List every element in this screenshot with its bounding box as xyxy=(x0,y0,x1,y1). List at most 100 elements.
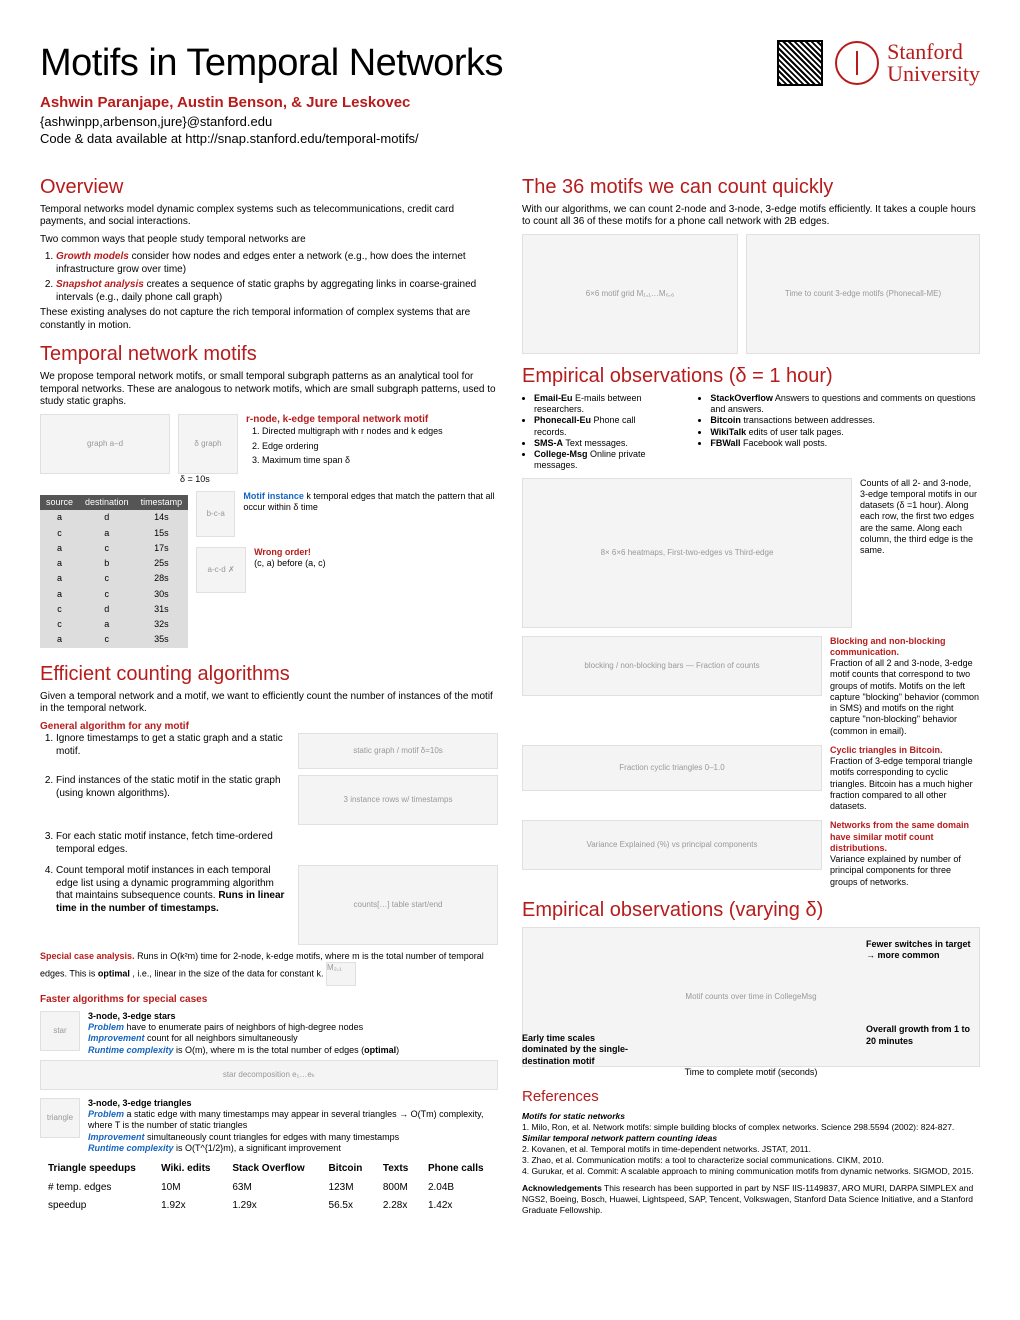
left-col: Overview Temporal networks model dynamic… xyxy=(40,165,498,1221)
special-h: Special case analysis. xyxy=(40,951,135,961)
tri-rt: is O(T^{1/2}m), a significant improvemen… xyxy=(174,1143,341,1153)
td: a xyxy=(40,556,79,571)
refs-h: References xyxy=(522,1088,980,1107)
instance-graph-good: b-c-a xyxy=(196,491,235,537)
cyc-p: Fraction of 3-edge temporal triangle mot… xyxy=(830,756,980,812)
rt-l: Runtime complexity xyxy=(88,1045,174,1055)
wrong-p: (c, a) before (a, c) xyxy=(254,558,326,568)
ref-2: 2. Kovanen, et al. Temporal motifs in ti… xyxy=(522,1144,980,1155)
td: 1.29x xyxy=(224,1197,320,1216)
cyclic-bars-chart: Fraction cyclic triangles 0–1.0 xyxy=(522,745,822,791)
columns: Overview Temporal networks model dynamic… xyxy=(40,165,980,1221)
th: source xyxy=(40,495,79,510)
ann2: Overall growth from 1 to 20 minutes xyxy=(866,1024,976,1047)
list-item: Snapshot analysis creates a sequence of … xyxy=(56,279,498,304)
qr-code-icon xyxy=(777,40,823,86)
instance-row: source destination timestamp ad14sca15sa… xyxy=(40,491,498,652)
ref-4: 4. Gurukar, et al. Commit: A scalable ap… xyxy=(522,1166,980,1177)
td: d xyxy=(79,510,135,525)
prob-l2: Problem xyxy=(88,1109,124,1119)
overview-p3: These existing analyses do not capture t… xyxy=(40,307,498,332)
refs-motifs-h: Motifs for static networks xyxy=(522,1111,980,1122)
td: a xyxy=(40,571,79,586)
list-item: Directed multigraph with r nodes and k e… xyxy=(262,426,498,437)
header-right: Stanford University xyxy=(777,40,980,86)
triangle-motif-icon: triangle xyxy=(40,1098,80,1138)
star-motif-icon: star xyxy=(40,1011,80,1051)
td: c xyxy=(79,571,135,586)
wrong-h: Wrong order! xyxy=(254,547,311,557)
eca-p: Given a temporal network and a motif, we… xyxy=(40,691,498,716)
rt-l2: Runtime complexity xyxy=(88,1143,174,1153)
stars-h: 3-node, 3-edge stars xyxy=(88,1011,498,1022)
td: speedup xyxy=(40,1197,153,1216)
list-item: Bitcoin transactions between addresses. xyxy=(710,415,980,426)
datasets-list: Email-Eu E-mails between researchers.Pho… xyxy=(522,393,980,472)
ref-1: 1. Milo, Ron, et al. Network motifs: sim… xyxy=(522,1122,980,1133)
speedup-table: Triangle speedups Wiki. edits Stack Over… xyxy=(40,1160,498,1216)
title: Motifs in Temporal Networks xyxy=(40,40,777,88)
ref-3: 3. Zhao, et al. Communication motifs: a … xyxy=(522,1155,980,1166)
instance-graph-bad: a-c-d ✗ xyxy=(196,547,246,593)
stanford-logo: Stanford University xyxy=(835,41,980,85)
stars-opt: optimal xyxy=(364,1045,396,1055)
motif-def-row: graph a–d δ graph r-node, k-edge tempora… xyxy=(40,414,498,474)
th: Phone calls xyxy=(420,1160,498,1179)
m36-h: The 36 motifs we can count quickly xyxy=(522,175,980,200)
eca-h: Efficient counting algorithms xyxy=(40,662,498,687)
snapshot-label: Snapshot analysis xyxy=(56,279,144,290)
td: a xyxy=(79,617,135,632)
header-left: Motifs in Temporal Networks Ashwin Paran… xyxy=(40,40,777,147)
stars-imp: count for all neighbors simultaneously xyxy=(145,1033,298,1043)
imp-l2: Improvement xyxy=(88,1132,145,1142)
m21-motif-icon: M₂,₁ xyxy=(326,962,356,986)
td: b xyxy=(79,556,135,571)
ann1: Fewer switches in target → more common xyxy=(866,939,976,962)
heatmap-caption: Counts of all 2- and 3-node, 3-edge temp… xyxy=(860,478,980,557)
heatmap-8-datasets: 8× 6×6 heatmaps, First-two-edges vs Thir… xyxy=(522,478,852,628)
td: 15s xyxy=(135,526,189,541)
td: 28s xyxy=(135,571,189,586)
td: 32s xyxy=(135,617,189,632)
edge-table: source destination timestamp ad14sca15sa… xyxy=(40,495,188,648)
list-item: Find instances of the static motif in th… xyxy=(56,775,290,800)
ann3: Early time scales dominated by the singl… xyxy=(522,1033,642,1067)
td: a xyxy=(40,510,79,525)
motif-def-text: r-node, k-edge temporal network motif Di… xyxy=(246,414,498,469)
prob-l: Problem xyxy=(88,1022,124,1032)
td: a xyxy=(40,587,79,602)
td: c xyxy=(79,587,135,602)
td: 35s xyxy=(135,632,189,647)
emp2-xlabel: Time to complete motif (seconds) xyxy=(522,1067,980,1078)
list-item: Count temporal motif instances in each t… xyxy=(56,865,290,915)
list-item: Growth models consider how nodes and edg… xyxy=(56,251,498,276)
stars-rt: is O(m), where m is the total number of … xyxy=(174,1045,365,1055)
m36-p: With our algorithms, we can count 2-node… xyxy=(522,204,980,229)
td: a xyxy=(40,632,79,647)
overview-p1: Temporal networks model dynamic complex … xyxy=(40,204,498,229)
th: timestamp xyxy=(135,495,189,510)
td: 10M xyxy=(153,1179,224,1198)
tri-imp: simultaneously count triangles for edges… xyxy=(145,1132,400,1142)
instance-col: b-c-a Motif instance k temporal edges th… xyxy=(196,491,498,593)
td: 25s xyxy=(135,556,189,571)
td: c xyxy=(40,526,79,541)
tri-h: 3-node, 3-edge triangles xyxy=(88,1098,498,1109)
logo-top: Stanford xyxy=(887,41,980,63)
chart-title: Time to count 3-edge motifs (Phonecall-M… xyxy=(785,289,941,299)
td: d xyxy=(79,602,135,617)
right-col: The 36 motifs we can count quickly With … xyxy=(522,165,980,1221)
growth-label: Growth models xyxy=(56,251,129,262)
list-item: WikiTalk edits of user talk pages. xyxy=(710,427,980,438)
td: c xyxy=(79,541,135,556)
th: Texts xyxy=(375,1160,420,1179)
imp-l: Improvement xyxy=(88,1033,145,1043)
star-decomposition-diagram: star decomposition e₁…eₖ xyxy=(40,1060,498,1090)
special: Special case analysis. Runs in O(k²m) ti… xyxy=(40,951,498,986)
td: 56.5x xyxy=(321,1197,375,1216)
delta-label: δ = 10s xyxy=(180,474,498,485)
td: 2.04B xyxy=(420,1179,498,1198)
seal-icon xyxy=(835,41,879,85)
th: destination xyxy=(79,495,135,510)
td: a xyxy=(79,526,135,541)
